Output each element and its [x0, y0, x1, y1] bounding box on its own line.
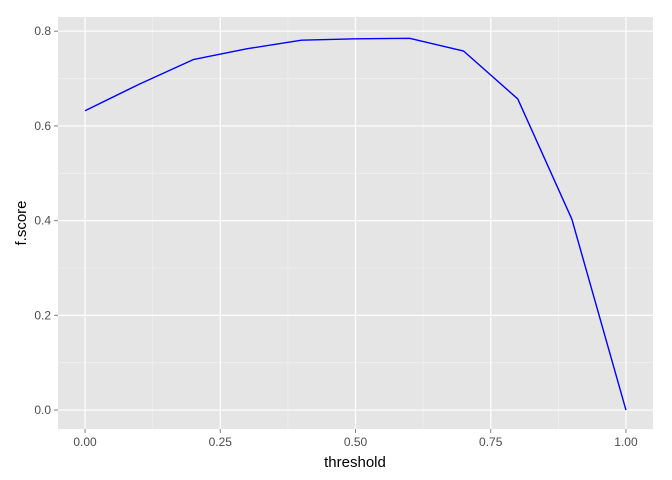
series-line	[84, 37, 627, 411]
x-axis-title: threshold	[324, 454, 386, 471]
y-tick-label: 0.6	[34, 119, 51, 133]
x-tick-label: 1.00	[614, 435, 638, 449]
x-tick-label: 0.25	[209, 435, 233, 449]
y-tick-label: 0.2	[34, 308, 51, 322]
x-tick-label: 0.00	[73, 435, 97, 449]
y-axis: 0.0 0.2 0.4 0.6 0.8	[34, 24, 58, 417]
major-grid	[58, 17, 653, 429]
x-tick-label: 0.50	[344, 435, 368, 449]
x-tick-label: 0.75	[479, 435, 503, 449]
series-layer	[84, 37, 627, 411]
y-axis-title: f.score	[13, 200, 30, 245]
x-axis: 0.00 0.25 0.50 0.75 1.00	[73, 429, 638, 449]
y-tick-label: 0.4	[34, 214, 51, 228]
y-tick-label: 0.8	[34, 24, 51, 38]
y-tick-label: 0.0	[34, 403, 51, 417]
